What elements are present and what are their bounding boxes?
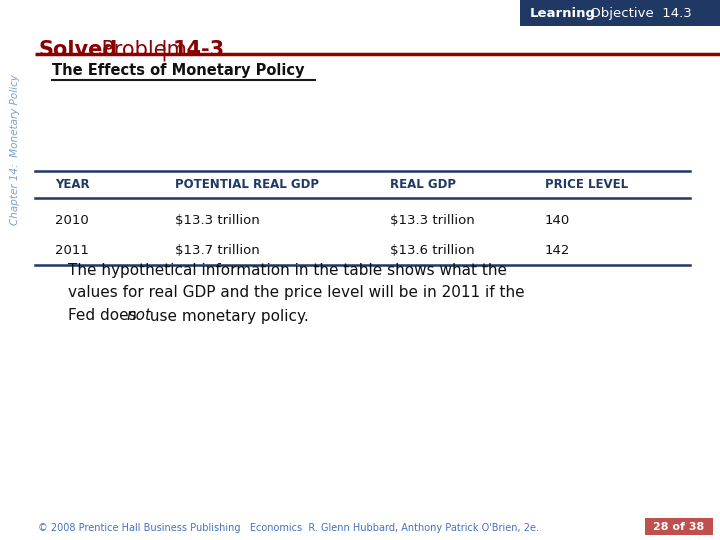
- FancyBboxPatch shape: [520, 0, 720, 26]
- Text: Fed does: Fed does: [68, 308, 142, 323]
- Text: YEAR: YEAR: [55, 179, 89, 192]
- Text: not: not: [126, 308, 151, 323]
- Text: $13.3 trillion: $13.3 trillion: [175, 213, 260, 226]
- FancyBboxPatch shape: [645, 518, 713, 535]
- Text: use monetary policy.: use monetary policy.: [145, 308, 309, 323]
- Text: $13.7 trillion: $13.7 trillion: [175, 244, 260, 256]
- Text: Chapter 14:  Monetary Policy: Chapter 14: Monetary Policy: [10, 75, 20, 225]
- Text: $13.6 trillion: $13.6 trillion: [390, 244, 474, 256]
- Text: 142: 142: [545, 244, 570, 256]
- Text: 140: 140: [545, 213, 570, 226]
- Text: © 2008 Prentice Hall Business Publishing   Economics  R. Glenn Hubbard, Anthony : © 2008 Prentice Hall Business Publishing…: [38, 523, 539, 533]
- Text: 14-3: 14-3: [173, 40, 225, 60]
- Text: The Effects of Monetary Policy: The Effects of Monetary Policy: [52, 64, 305, 78]
- Text: PRICE LEVEL: PRICE LEVEL: [545, 179, 628, 192]
- Text: Objective  14.3: Objective 14.3: [586, 6, 692, 19]
- Text: values for real GDP and the price level will be in 2011 if the: values for real GDP and the price level …: [68, 286, 525, 300]
- Text: 28 of 38: 28 of 38: [653, 522, 705, 531]
- Text: Solved: Solved: [38, 40, 117, 60]
- Text: Learning: Learning: [530, 6, 596, 19]
- Text: POTENTIAL REAL GDP: POTENTIAL REAL GDP: [175, 179, 319, 192]
- Text: $13.3 trillion: $13.3 trillion: [390, 213, 474, 226]
- Text: REAL GDP: REAL GDP: [390, 179, 456, 192]
- Text: |: |: [160, 39, 167, 60]
- Text: 2011: 2011: [55, 244, 89, 256]
- Text: Problem: Problem: [95, 40, 187, 60]
- Text: 2010: 2010: [55, 213, 89, 226]
- Text: The hypothetical information in the table shows what the: The hypothetical information in the tabl…: [68, 262, 507, 278]
